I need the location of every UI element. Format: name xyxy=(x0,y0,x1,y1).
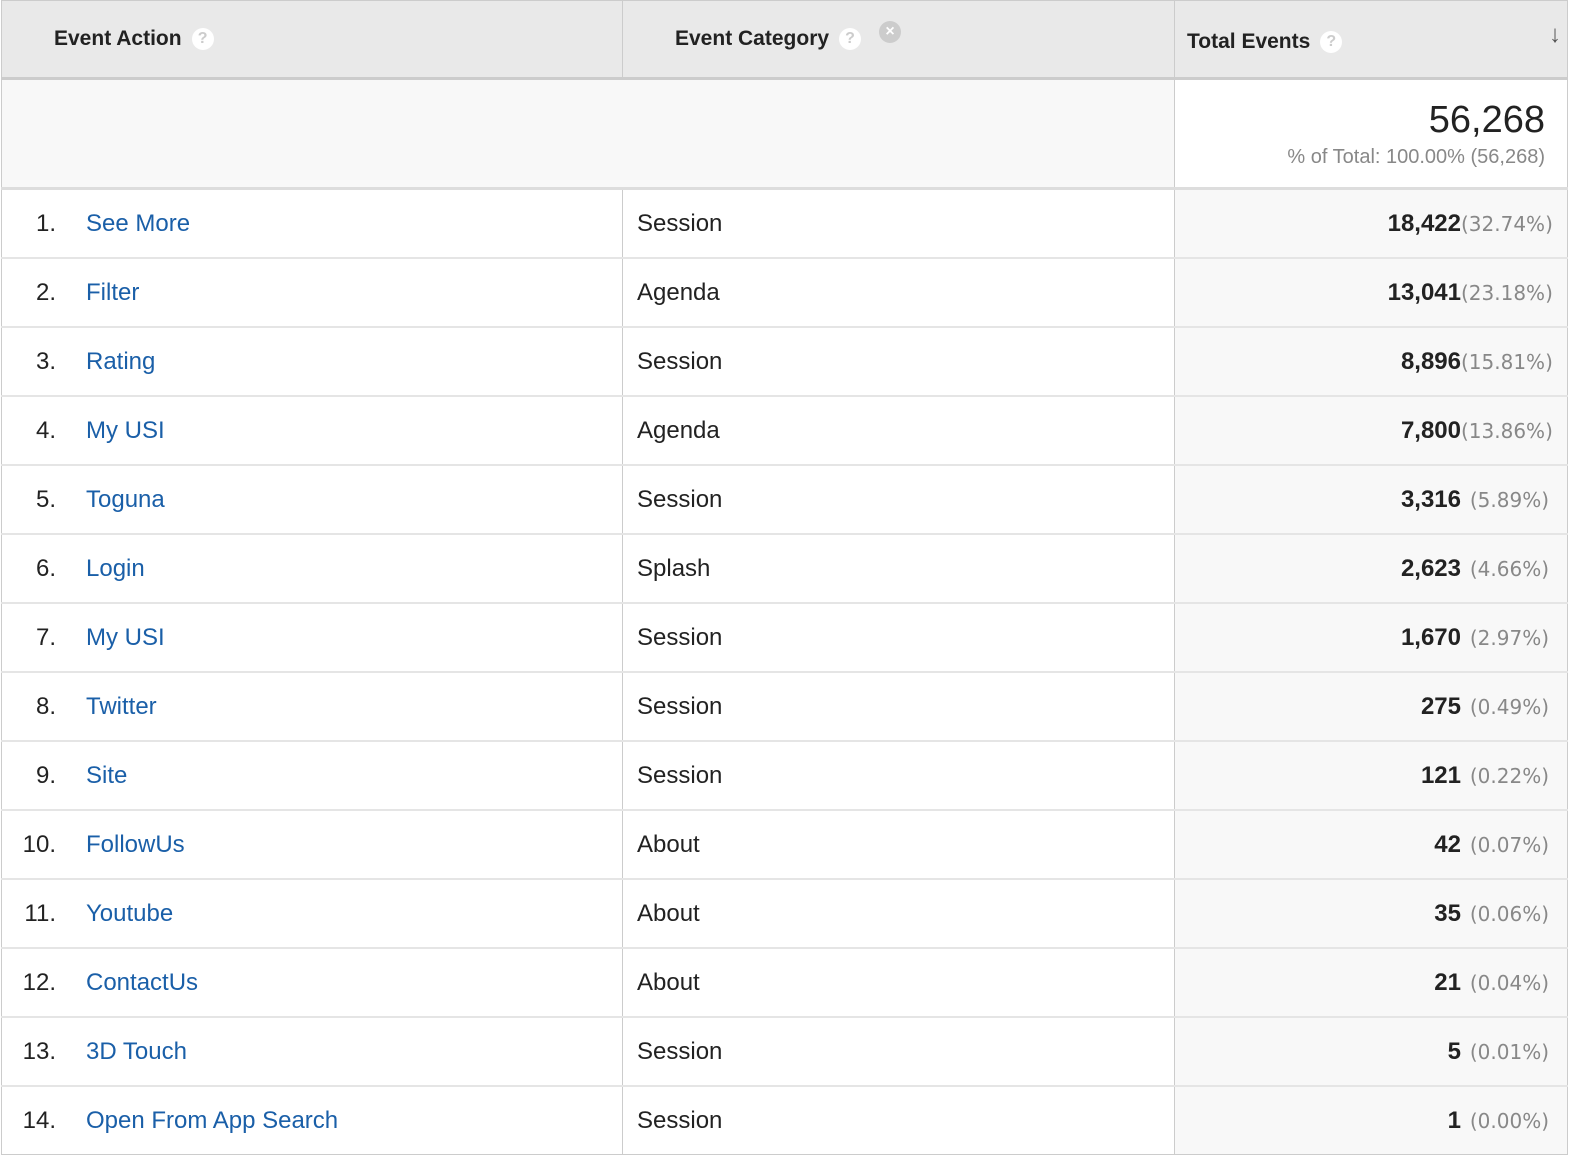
table-row: 11. Youtube About 35 (0.06%) xyxy=(1,878,1568,949)
totals-row: 56,268 % of Total: 100.00% (56,268) xyxy=(1,78,1568,190)
sort-descending-icon[interactable]: ↓ xyxy=(1549,21,1561,48)
total-events-value: 56,268 xyxy=(1428,98,1545,141)
remove-dimension-icon[interactable]: × xyxy=(879,21,902,43)
event-category-cell: Session xyxy=(622,602,1175,673)
total-events-percent: (0.07%) xyxy=(1469,832,1549,857)
row-number: 6. xyxy=(35,554,56,582)
event-action-link[interactable]: Open From App Search xyxy=(86,1106,339,1134)
column-header-event-category[interactable]: Event Category? × xyxy=(622,0,1175,80)
event-category-cell: About xyxy=(622,809,1175,880)
total-events-value: 2,623 xyxy=(1400,554,1461,582)
total-events-percent: (13.86%) xyxy=(1461,418,1553,443)
event-action-link[interactable]: My USI xyxy=(86,416,165,444)
total-events-value: 8,896 xyxy=(1400,347,1461,375)
event-category-cell: Session xyxy=(622,1085,1175,1155)
event-category-cell: Session xyxy=(622,326,1175,397)
help-icon[interactable]: ? xyxy=(1320,31,1343,54)
total-events-percent: (23.18%) xyxy=(1461,280,1553,305)
table-row: 14. Open From App Search Session 1 (0.00%) xyxy=(1,1085,1568,1155)
column-header-event-action[interactable]: Event Action? xyxy=(1,0,623,80)
row-number: 8. xyxy=(35,692,56,720)
table-row: 9. Site Session 121 (0.22%) xyxy=(1,740,1568,811)
column-header-total-events[interactable]: Total Events? ↓ xyxy=(1174,0,1568,80)
total-events-value: 21 xyxy=(1434,968,1461,996)
total-events-percent: (0.22%) xyxy=(1469,763,1549,788)
event-action-link[interactable]: My USI xyxy=(86,623,165,651)
total-events-value: 121 xyxy=(1420,761,1461,789)
table-row: 8. Twitter Session 275 (0.49%) xyxy=(1,671,1568,742)
total-events-percent: (0.00%) xyxy=(1469,1108,1549,1133)
row-number: 9. xyxy=(35,761,56,789)
event-category-cell: Agenda xyxy=(622,395,1175,466)
row-number: 10. xyxy=(22,830,56,858)
total-events-value: 7,800 xyxy=(1400,416,1461,444)
event-category-cell: About xyxy=(622,878,1175,949)
event-category-cell: Splash xyxy=(622,533,1175,604)
table-row: 7. My USI Session 1,670 (2.97%) xyxy=(1,602,1568,673)
event-category-cell: Session xyxy=(622,464,1175,535)
event-action-link[interactable]: Site xyxy=(86,761,128,789)
event-action-link[interactable]: 3D Touch xyxy=(86,1037,187,1065)
row-number: 4. xyxy=(35,416,56,444)
total-events-value: 1,670 xyxy=(1400,623,1461,651)
header-row: Event Action? Event Category? × Total Eve… xyxy=(1,0,1568,80)
help-icon[interactable]: ? xyxy=(191,28,214,51)
help-icon[interactable]: ? xyxy=(839,28,862,51)
row-number: 5. xyxy=(35,485,56,513)
row-number: 13. xyxy=(22,1037,56,1065)
event-action-link[interactable]: Rating xyxy=(86,347,156,375)
event-category-cell: Session xyxy=(622,1016,1175,1087)
total-events-value: 18,422 xyxy=(1387,209,1461,237)
table-row: 10. FollowUs About 42 (0.07%) xyxy=(1,809,1568,880)
table-row: 5. Toguna Session 3,316 (5.89%) xyxy=(1,464,1568,535)
total-events-percent: (0.49%) xyxy=(1469,694,1549,719)
total-events-percent: (2.97%) xyxy=(1469,625,1549,650)
event-category-cell: Session xyxy=(622,187,1175,259)
total-events-value: 5 xyxy=(1447,1037,1461,1065)
total-events-percent: (0.04%) xyxy=(1469,970,1549,995)
table-row: 6. Login Splash 2,623 (4.66%) xyxy=(1,533,1568,604)
event-action-link[interactable]: ContactUs xyxy=(86,968,199,996)
row-number: 11. xyxy=(24,899,56,927)
row-number: 7. xyxy=(35,623,56,651)
event-action-link[interactable]: FollowUs xyxy=(86,830,185,858)
total-events-percent: (32.74%) xyxy=(1461,211,1553,236)
row-number: 1. xyxy=(35,209,56,237)
total-events-value: 42 xyxy=(1434,830,1461,858)
event-category-cell: Agenda xyxy=(622,257,1175,328)
total-events-value: 13,041 xyxy=(1387,278,1461,306)
total-events-value: 275 xyxy=(1420,692,1461,720)
event-action-link[interactable]: Youtube xyxy=(86,899,174,927)
table-row: 13. 3D Touch Session 5 (0.01%) xyxy=(1,1016,1568,1087)
event-action-link[interactable]: Twitter xyxy=(86,692,157,720)
event-action-link[interactable]: Filter xyxy=(86,278,140,306)
event-action-link[interactable]: Login xyxy=(86,554,145,582)
row-number: 14. xyxy=(22,1106,56,1134)
total-events-percent: (0.01%) xyxy=(1469,1039,1549,1064)
event-action-link[interactable]: Toguna xyxy=(86,485,165,513)
events-table: Event Action? Event Category? × Total Eve… xyxy=(1,0,1568,1155)
event-action-link[interactable]: See More xyxy=(86,209,191,237)
total-events-value: 1 xyxy=(1447,1106,1461,1134)
table-row: 2. Filter Agenda 13,041(23.18%) xyxy=(1,257,1568,328)
total-events-percent: (0.06%) xyxy=(1469,901,1549,926)
total-events-percent: % of Total: 100.00% (56,268) xyxy=(1287,145,1545,168)
table-row: 1. See More Session 18,422(32.74%) xyxy=(1,187,1568,259)
table-row: 4. My USI Agenda 7,800(13.86%) xyxy=(1,395,1568,466)
total-events-percent: (4.66%) xyxy=(1469,556,1549,581)
table-row: 12. ContactUs About 21 (0.04%) xyxy=(1,947,1568,1018)
total-events-value: 35 xyxy=(1434,899,1461,927)
event-category-cell: About xyxy=(622,947,1175,1018)
event-category-cell: Session xyxy=(622,671,1175,742)
total-events-percent: (5.89%) xyxy=(1469,487,1549,512)
table-row: 3. Rating Session 8,896(15.81%) xyxy=(1,326,1568,397)
total-events-percent: (15.81%) xyxy=(1461,349,1553,374)
total-events-value: 3,316 xyxy=(1400,485,1461,513)
event-category-cell: Session xyxy=(622,740,1175,811)
row-number: 2. xyxy=(35,278,56,306)
row-number: 12. xyxy=(22,968,56,996)
row-number: 3. xyxy=(35,347,56,375)
